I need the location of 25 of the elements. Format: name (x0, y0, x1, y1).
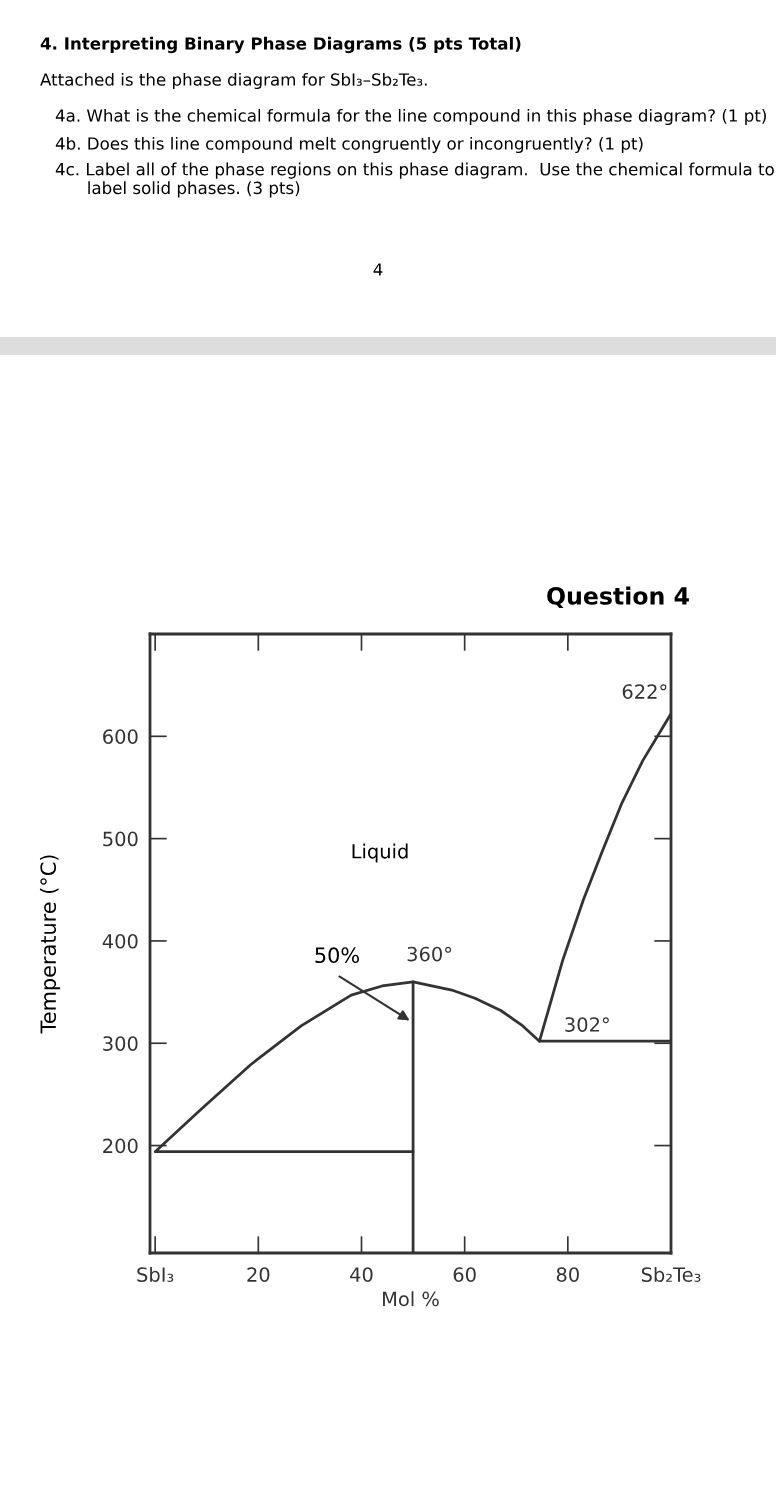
annotation: 622° (622, 684, 667, 699)
x-tick-label: SbI₃ (137, 1266, 174, 1282)
x-tick-label: Sb₂Te₃ (641, 1266, 701, 1282)
text: 4 (373, 263, 383, 276)
y-tick-label: 400 (102, 933, 138, 949)
y-tick-label: 200 (103, 1138, 138, 1154)
text: 4c. Label all of the phase regions on this phase diagram. Use the chemical formula to label solid phases. (3 pts) (55, 162, 774, 198)
x-tick-label: 80 (556, 1267, 579, 1282)
annotation: 360° (407, 946, 452, 962)
chart-title: Question 4 (547, 586, 689, 608)
y-tick-label: 300 (103, 1036, 138, 1051)
annotation: 302° (565, 1017, 609, 1032)
x-tick-label: 40 (350, 1267, 373, 1282)
annotation: Liquid (352, 843, 408, 863)
text: 4b. Does this line compound melt congruently or incongruently? (1 pt) (55, 136, 643, 154)
y-tick-label: 500 (103, 831, 138, 847)
y-axis-title: Temperature (°C) (39, 855, 61, 1034)
x-axis-title: Mol % (383, 1291, 439, 1307)
text: 4a. What is the chemical formula for the line compound in this phase diagram? (1 pt) (55, 108, 766, 126)
text: 4. Interpreting Binary Phase Diagrams (5 pts Total) (40, 36, 521, 54)
text: Attached is the phase diagram for SbI₃–Sb₂Te₃. (40, 72, 427, 90)
y-tick-label: 600 (103, 729, 138, 744)
annotation: 50% (315, 947, 359, 964)
x-tick-label: 20 (247, 1267, 270, 1282)
x-tick-label: 60 (453, 1267, 476, 1282)
